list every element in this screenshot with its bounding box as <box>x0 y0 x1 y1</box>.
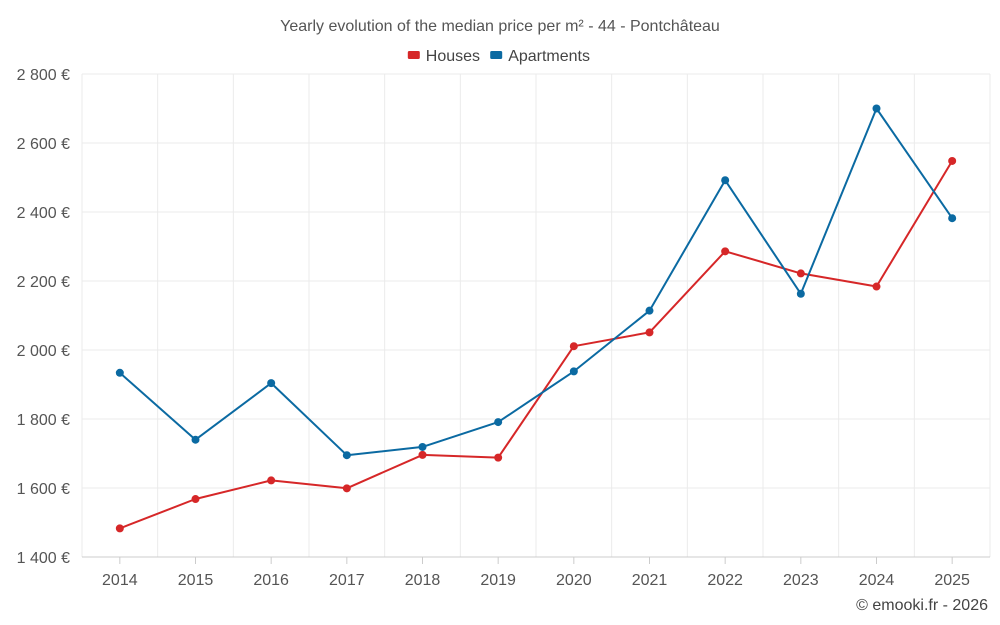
x-tick-label: 2015 <box>178 572 214 589</box>
x-tick-label: 2021 <box>632 572 668 589</box>
data-point-houses[interactable] <box>721 247 730 256</box>
data-point-houses[interactable] <box>494 453 503 462</box>
x-tick-label: 2020 <box>556 572 592 589</box>
series-group <box>115 104 957 533</box>
data-point-apartments[interactable] <box>494 418 503 427</box>
data-point-houses[interactable] <box>267 476 276 485</box>
y-tick-label: 1 800 € <box>17 412 70 429</box>
data-point-houses[interactable] <box>191 495 200 504</box>
x-tick-label: 2022 <box>707 572 743 589</box>
data-point-apartments[interactable] <box>267 379 276 388</box>
y-tick-label: 2 600 € <box>17 136 70 153</box>
x-tick-label: 2019 <box>480 572 516 589</box>
y-tick-label: 2 400 € <box>17 205 70 222</box>
data-point-apartments[interactable] <box>948 214 957 223</box>
x-tick-label: 2023 <box>783 572 819 589</box>
x-tick-label: 2024 <box>859 572 895 589</box>
data-point-apartments[interactable] <box>872 104 881 113</box>
data-point-houses[interactable] <box>569 342 578 351</box>
legend-swatch-houses <box>407 51 420 59</box>
data-point-houses[interactable] <box>796 269 805 278</box>
data-point-houses[interactable] <box>115 524 124 533</box>
legend-label-houses: Houses <box>426 48 480 65</box>
data-point-apartments[interactable] <box>191 435 200 444</box>
y-tick-label: 1 400 € <box>17 550 70 567</box>
credit-text: © emooki.fr - 2026 <box>856 597 988 614</box>
y-tick-label: 2 000 € <box>17 343 70 360</box>
y-tick-label: 2 800 € <box>17 67 70 84</box>
data-point-apartments[interactable] <box>115 368 124 377</box>
x-axis: 2014 2015 2016 2017 2018 2019 2020 2021 2022 2023… <box>82 556 990 589</box>
x-tick-label: 2017 <box>329 572 365 589</box>
data-point-apartments[interactable] <box>645 306 654 315</box>
x-tick-label: 2014 <box>102 572 138 589</box>
data-point-apartments[interactable] <box>342 451 351 460</box>
legend-label-apartments: Apartments <box>508 48 590 65</box>
data-point-houses[interactable] <box>948 156 957 165</box>
data-point-houses[interactable] <box>418 450 427 459</box>
legend-swatch-apartments <box>490 51 503 59</box>
data-point-apartments[interactable] <box>418 442 427 451</box>
x-tick-label: 2018 <box>405 572 441 589</box>
data-point-houses[interactable] <box>342 484 351 493</box>
data-point-apartments[interactable] <box>796 289 805 298</box>
x-tick-label: 2025 <box>934 572 970 589</box>
legend: Houses Apartments <box>407 48 590 65</box>
data-point-houses[interactable] <box>872 282 881 291</box>
data-point-houses[interactable] <box>645 328 654 337</box>
gridlines <box>81 73 991 557</box>
series-line-houses <box>119 160 954 530</box>
data-point-apartments[interactable] <box>569 367 578 376</box>
chart-title: Yearly evolution of the median price per… <box>280 18 720 35</box>
y-tick-label: 2 200 € <box>17 274 70 291</box>
legend-item-apartments[interactable]: Apartments <box>490 48 590 65</box>
data-point-apartments[interactable] <box>721 176 730 185</box>
legend-item-houses[interactable]: Houses <box>407 48 480 65</box>
y-tick-label: 1 600 € <box>17 481 70 498</box>
x-tick-label: 2016 <box>253 572 289 589</box>
y-axis: 1 400 € 1 600 € 1 800 € 2 000 € 2 200 € 2 400… <box>17 67 70 567</box>
series-line-apartments <box>119 107 954 457</box>
